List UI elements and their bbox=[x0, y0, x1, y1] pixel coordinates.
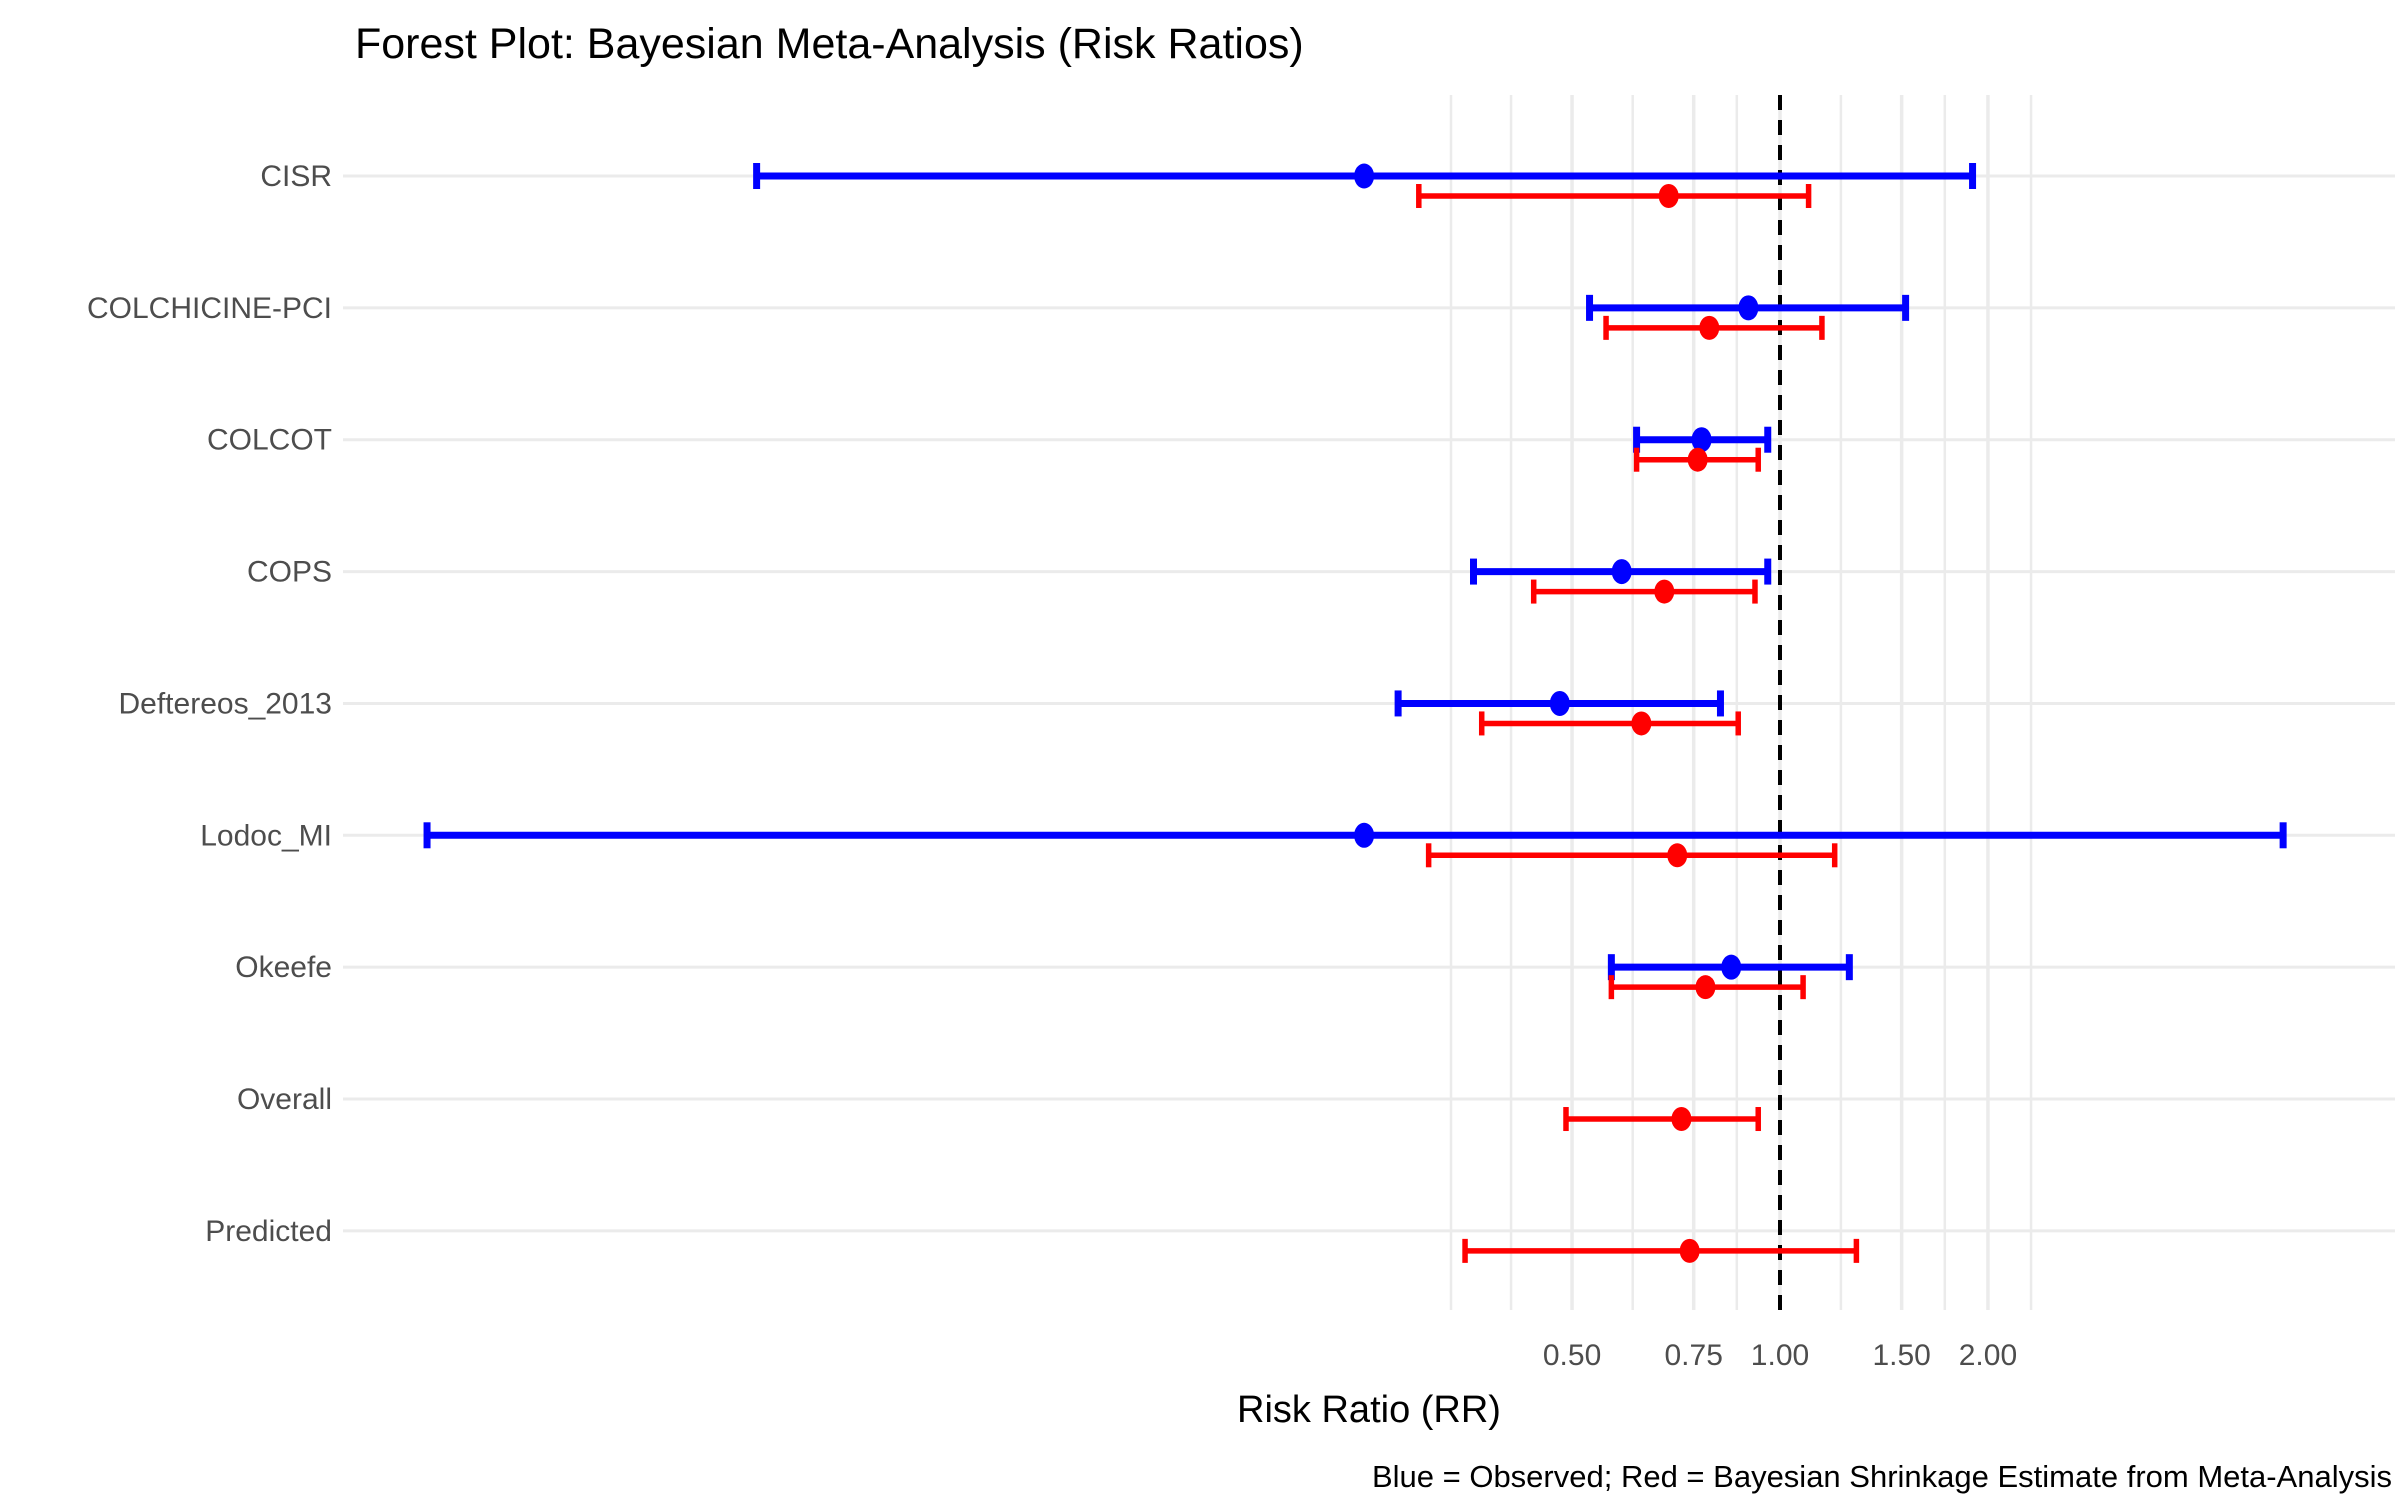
observed-point bbox=[1354, 822, 1375, 848]
study-label: COLCHICINE-PCI bbox=[87, 292, 332, 325]
shrinkage-point bbox=[1631, 711, 1652, 736]
study-label: Lodoc_MI bbox=[200, 819, 332, 852]
observed-point bbox=[1354, 163, 1375, 189]
study-label: CISR bbox=[260, 160, 332, 193]
shrinkage-point bbox=[1699, 315, 1720, 340]
chart-title: Forest Plot: Bayesian Meta-Analysis (Ris… bbox=[355, 20, 1304, 68]
caption: Blue = Observed; Red = Bayesian Shrinkag… bbox=[1372, 1459, 2392, 1494]
shrinkage-point bbox=[1679, 1238, 1700, 1263]
x-tick-label: 2.00 bbox=[1959, 1339, 2017, 1372]
study-label: COPS bbox=[247, 556, 332, 589]
shrinkage-point bbox=[1667, 843, 1688, 868]
observed-point bbox=[1738, 295, 1759, 321]
x-tick-label: 1.50 bbox=[1872, 1339, 1930, 1372]
axis-labels: CISR COLCHICINE-PCI COLCOT COPS Deftereos_20… bbox=[87, 160, 2017, 1372]
study-label: Deftereos_2013 bbox=[119, 687, 333, 720]
study-label: COLCOT bbox=[207, 424, 332, 457]
shrinkage-point bbox=[1695, 975, 1716, 1000]
x-tick-label: 1.00 bbox=[1751, 1339, 1809, 1372]
shrinkage-point bbox=[1671, 1107, 1692, 1132]
shrinkage-point bbox=[1654, 579, 1675, 604]
observed-point bbox=[1691, 427, 1712, 453]
data-marks bbox=[423, 163, 2287, 1263]
observed-point bbox=[1549, 690, 1570, 716]
study-label: Okeefe bbox=[235, 951, 332, 984]
observed-point bbox=[1611, 559, 1632, 585]
gridlines bbox=[343, 95, 2395, 1310]
x-tick-label: 0.50 bbox=[1543, 1339, 1601, 1372]
x-tick-label: 0.75 bbox=[1665, 1339, 1723, 1372]
x-axis-title: Risk Ratio (RR) bbox=[1237, 1389, 1501, 1431]
study-label: Predicted bbox=[205, 1215, 332, 1248]
shrinkage-point bbox=[1658, 184, 1679, 208]
shrinkage-point bbox=[1687, 447, 1708, 472]
study-label: Overall bbox=[237, 1083, 332, 1116]
observed-point bbox=[1721, 954, 1742, 980]
